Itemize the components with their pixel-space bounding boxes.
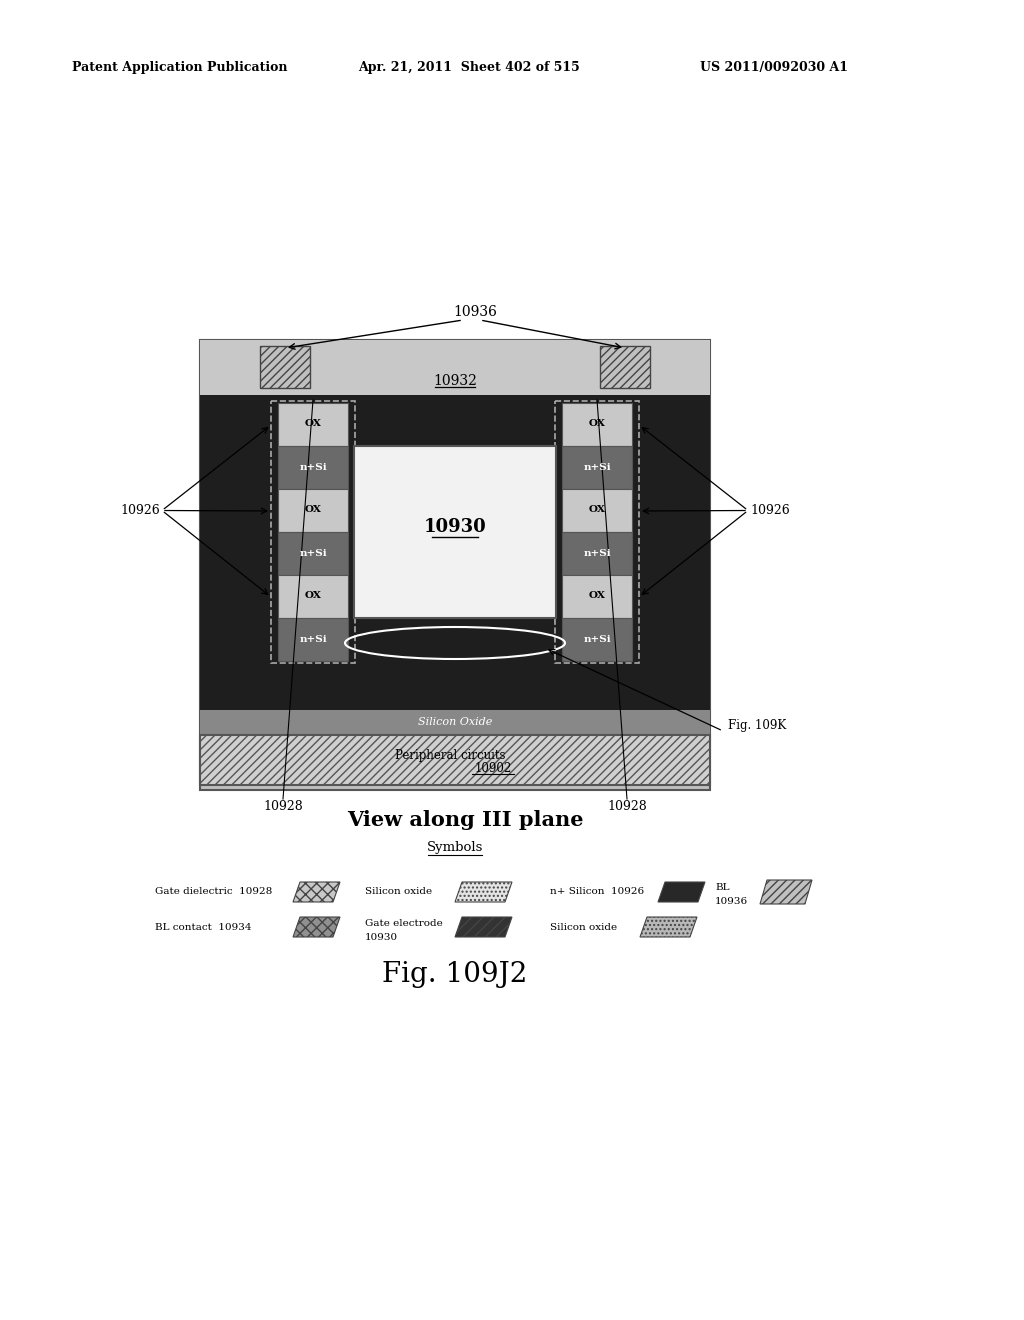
Text: OX: OX [589, 591, 605, 601]
Bar [278, 618, 348, 661]
Text: 10928: 10928 [263, 800, 303, 813]
Text: n+Si: n+Si [299, 549, 327, 557]
Text: 10936: 10936 [715, 898, 749, 907]
Bar [600, 346, 650, 388]
Bar [562, 488, 632, 532]
Text: BL contact  10934: BL contact 10934 [155, 923, 252, 932]
Text: Symbols: Symbols [427, 842, 483, 854]
Text: n+Si: n+Si [584, 549, 610, 557]
Text: n+Si: n+Si [299, 462, 327, 471]
Bar [278, 488, 348, 532]
Polygon shape [640, 917, 697, 937]
Text: 10930: 10930 [424, 517, 486, 536]
Bar [562, 403, 632, 446]
Text: US 2011/0092030 A1: US 2011/0092030 A1 [700, 62, 848, 74]
Bar [260, 346, 310, 388]
Text: 10928: 10928 [607, 800, 647, 813]
Polygon shape [293, 917, 340, 937]
Text: n+ Silicon  10926: n+ Silicon 10926 [550, 887, 644, 896]
Bar [278, 576, 348, 618]
Bar [200, 341, 710, 395]
Text: n+Si: n+Si [584, 462, 610, 471]
Bar [278, 403, 348, 446]
Text: OX: OX [589, 420, 605, 429]
Text: Gate electrode: Gate electrode [365, 919, 442, 928]
Bar [278, 446, 348, 488]
Text: n+Si: n+Si [584, 635, 610, 644]
Bar [562, 618, 632, 661]
Text: 10936: 10936 [453, 305, 497, 319]
Text: Silicon oxide: Silicon oxide [550, 923, 617, 932]
Text: Patent Application Publication: Patent Application Publication [72, 62, 288, 74]
Bar [354, 446, 556, 618]
Text: OX: OX [589, 506, 605, 515]
Text: 10930: 10930 [365, 932, 398, 941]
Bar [562, 532, 632, 576]
Bar [200, 735, 710, 785]
Text: OX: OX [304, 591, 322, 601]
Text: 10926: 10926 [750, 504, 790, 517]
Text: Gate dielectric  10928: Gate dielectric 10928 [155, 887, 272, 896]
Text: 10902: 10902 [474, 762, 512, 775]
Text: Silicon oxide: Silicon oxide [365, 887, 432, 896]
Bar [555, 401, 639, 663]
Bar [200, 710, 710, 735]
Bar [271, 401, 355, 663]
Text: 10926: 10926 [120, 504, 160, 517]
Bar [562, 446, 632, 488]
Text: View along III plane: View along III plane [347, 810, 584, 830]
Polygon shape [293, 882, 340, 902]
Text: Silicon Oxide: Silicon Oxide [418, 717, 493, 727]
Polygon shape [760, 880, 812, 904]
Text: n+Si: n+Si [299, 635, 327, 644]
Bar [278, 532, 348, 576]
Bar [200, 341, 710, 789]
Text: BL: BL [715, 883, 729, 892]
Text: Peripheral circuits: Peripheral circuits [394, 748, 505, 762]
Text: OX: OX [304, 506, 322, 515]
Bar [200, 395, 710, 735]
Bar [562, 576, 632, 618]
Text: Fig. 109J2: Fig. 109J2 [382, 961, 527, 987]
Text: 10932: 10932 [433, 374, 477, 388]
Polygon shape [455, 917, 512, 937]
Text: Fig. 109K: Fig. 109K [728, 719, 786, 733]
Text: Apr. 21, 2011  Sheet 402 of 515: Apr. 21, 2011 Sheet 402 of 515 [358, 62, 580, 74]
Text: OX: OX [304, 420, 322, 429]
Polygon shape [658, 882, 705, 902]
Polygon shape [455, 882, 512, 902]
